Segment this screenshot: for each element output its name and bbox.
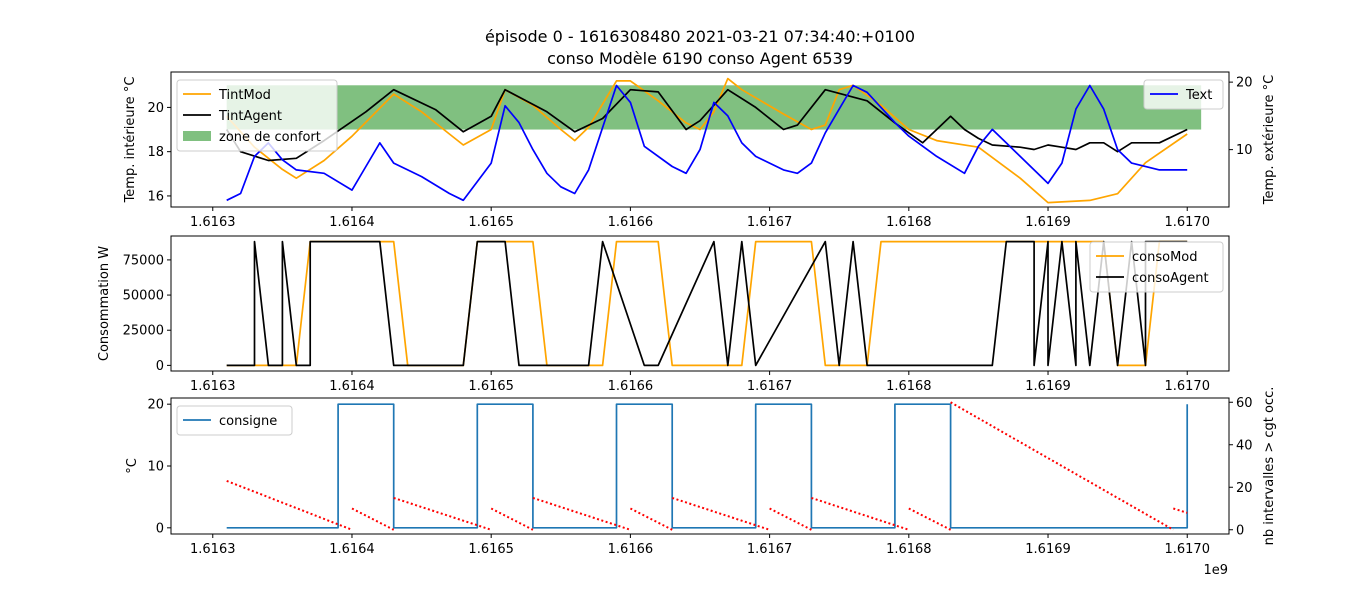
y-right-tick-label: 40 <box>1236 438 1253 453</box>
series-counter-segment-0 <box>226 479 353 531</box>
x-tick-label: 1.6169 <box>1025 215 1071 230</box>
x-tick-label: 1.6167 <box>747 379 793 394</box>
x-tick-label: 1.6165 <box>468 215 514 230</box>
series-tintmod-line <box>226 77 1188 204</box>
x-axis-offset-label: 1e9 <box>1203 563 1228 578</box>
y-right-axis-label: nb intervalles > cgt occ. <box>1262 387 1277 546</box>
y-right-tick-label: 0 <box>1236 523 1244 538</box>
series-counter-segment-6 <box>671 496 770 531</box>
legend-box <box>1089 241 1224 293</box>
x-tick-label: 1.6163 <box>190 542 236 557</box>
series-counter-segment-2 <box>393 496 492 531</box>
y-tick-label: 20 <box>147 101 164 116</box>
plot-frame <box>170 397 1230 535</box>
x-tick-label: 1.6169 <box>1025 542 1071 557</box>
legend-entry: zone de confort <box>219 130 321 145</box>
y-tick-label: 0 <box>156 521 164 536</box>
x-tick-label: 1.6163 <box>190 379 236 394</box>
legend-box <box>176 405 293 436</box>
x-tick-label: 1.6165 <box>468 542 514 557</box>
legend-swatch <box>183 131 211 141</box>
series-consomod-line <box>226 240 1188 367</box>
x-tick-label: 1.6170 <box>1164 379 1210 394</box>
series-counter-segment-7 <box>769 507 812 531</box>
x-tick-label: 1.6168 <box>886 379 932 394</box>
legend: TintMod TintAgent zone de confort <box>176 79 338 152</box>
x-tick-label: 1.6170 <box>1164 215 1210 230</box>
y-axis-label: °C <box>125 458 140 474</box>
y-right-tick-label: 10 <box>1236 143 1253 158</box>
y-tick-label: 16 <box>147 189 164 204</box>
temperature-panel: 1.6163 1.6164 1.6165 1.6166 1.6167 1.6168 1.61… <box>123 71 1277 230</box>
y-axis-label: Consommation W <box>97 246 112 361</box>
y-right-axis-label: Temp. extérieure °C <box>1262 75 1277 205</box>
x-tick-label: 1.6163 <box>190 215 236 230</box>
y-tick-label: 75000 <box>123 253 164 268</box>
y-tick-label: 20 <box>147 398 164 413</box>
legend-entry: consoMod <box>1132 250 1198 265</box>
legend: Text <box>1143 79 1224 110</box>
y-tick-label: 50000 <box>123 289 164 304</box>
series-consigne-line <box>226 403 1189 529</box>
x-tick-label: 1.6166 <box>608 542 654 557</box>
legend: consoMod consoAgent <box>1089 241 1224 293</box>
x-tick-label: 1.6164 <box>329 215 375 230</box>
x-tick-label: 1.6167 <box>747 542 793 557</box>
y-tick-label: 18 <box>147 145 164 160</box>
series-counter-segment-10 <box>950 401 1174 531</box>
figure-title-line1: épisode 0 - 1616308480 2021-03-21 07:34:… <box>485 27 915 46</box>
legend-entry: consoAgent <box>1132 271 1209 286</box>
y-right-tick-label: 20 <box>1236 481 1253 496</box>
x-tick-label: 1.6168 <box>886 215 932 230</box>
plot-frame <box>170 71 1230 208</box>
x-tick-label: 1.6166 <box>608 215 654 230</box>
x-tick-label: 1.6170 <box>1164 542 1210 557</box>
figure-title-line2: conso Modèle 6190 conso Agent 6539 <box>547 49 853 68</box>
series-consoagent-line <box>226 240 1188 367</box>
series-counter-segment-1 <box>351 507 395 531</box>
x-tick-label: 1.6164 <box>329 542 375 557</box>
x-tick-label: 1.6164 <box>329 379 375 394</box>
legend-box <box>176 79 338 152</box>
y-axis-label: Temp. intérieure °C <box>123 77 138 204</box>
y-tick-label: 10 <box>147 460 164 475</box>
series-counter-segment-11 <box>1173 507 1188 514</box>
legend-entry: TintAgent <box>218 109 282 124</box>
series-counter-segment-5 <box>629 507 673 531</box>
plot-frame <box>170 235 1230 372</box>
legend-entry: Text <box>1185 88 1212 103</box>
consumption-panel: 1.6163 1.6164 1.6165 1.6166 1.6167 1.6168 1.61… <box>97 235 1230 394</box>
series-tintagent-line <box>225 88 1188 162</box>
legend: consigne <box>176 405 293 436</box>
legend-box <box>1143 79 1224 110</box>
x-tick-label: 1.6169 <box>1025 379 1071 394</box>
x-tick-label: 1.6168 <box>886 542 932 557</box>
chart-panels: 1.6163 1.6164 1.6165 1.6166 1.6167 1.6168 1.61… <box>97 71 1277 557</box>
series-text-line <box>226 84 1188 202</box>
y-right-tick-label: 60 <box>1236 396 1253 411</box>
x-tick-label: 1.6165 <box>468 379 514 394</box>
series-counter-segment-8 <box>811 496 910 531</box>
series-counter-segment-4 <box>532 496 631 531</box>
x-tick-label: 1.6167 <box>747 215 793 230</box>
y-tick-label: 25000 <box>123 324 164 339</box>
series-counter-segment-9 <box>908 507 952 531</box>
comfort-zone-band <box>226 85 1202 130</box>
legend-entry: consigne <box>219 414 277 429</box>
y-tick-label: 0 <box>156 359 164 374</box>
series-counter-segment-3 <box>490 507 534 531</box>
y-right-tick-label: 20 <box>1236 76 1253 91</box>
x-tick-label: 1.6166 <box>608 379 654 394</box>
legend-entry: TintMod <box>218 88 271 103</box>
setpoint-panel: 1.6163 1.6164 1.6165 1.6166 1.6167 1.6168 1.61… <box>125 387 1277 557</box>
